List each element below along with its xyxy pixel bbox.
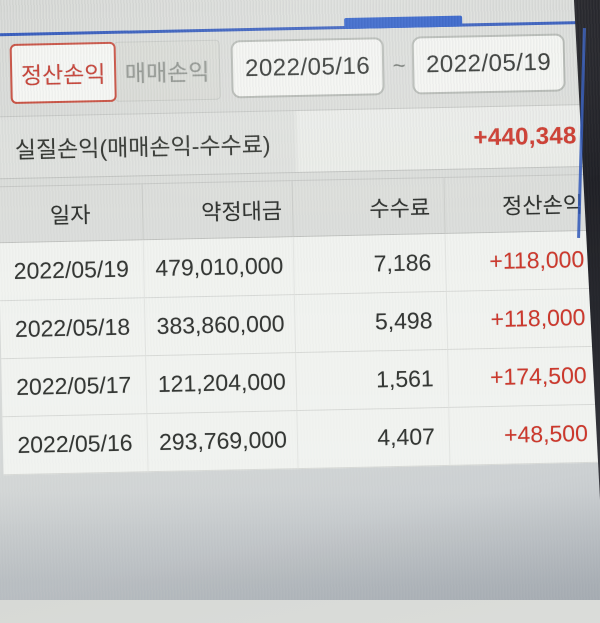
cell-fee: 5,498 <box>294 291 449 353</box>
cell-date: 2022/05/16 <box>2 414 149 475</box>
cell-amount: 121,204,000 <box>146 353 298 414</box>
header-cell-pnl: 정산손익 <box>501 191 584 219</box>
tab-settlement-pnl[interactable]: 정산손익 <box>9 41 117 105</box>
cell-fee: 1,561 <box>296 349 450 411</box>
date-range-separator: ~ <box>392 52 406 79</box>
pnl-table: 일자 약정대금 수수료 정산손익 2022/05/19 479,010,000 … <box>0 173 600 476</box>
filter-row: 정산손익 매매손익 2022/05/16 ~ 2022/05/19 <box>0 32 596 107</box>
cell-date: 2022/05/18 <box>0 298 147 359</box>
cell-pnl: +174,500 <box>489 362 587 391</box>
cell-fee: 4,407 <box>297 407 451 469</box>
header-cell-date: 일자 <box>0 184 144 243</box>
summary-row: 실질손익(매매손익-수수료) +440,348 <box>0 103 598 180</box>
date-from-field[interactable]: 2022/05/16 <box>230 37 385 99</box>
cell-amount: 479,010,000 <box>143 237 295 298</box>
active-tab-indicator <box>344 15 463 30</box>
cell-pnl: +118,000 <box>490 304 586 333</box>
summary-label: 실질손익(매매손익-수수료) <box>14 131 271 163</box>
header-cell-fee: 수수료 <box>292 177 446 237</box>
cell-pnl: +118,000 <box>489 246 585 275</box>
header-cell-amount: 약정대금 <box>142 181 294 240</box>
cell-pnl: +48,500 <box>503 420 589 448</box>
date-to-field[interactable]: 2022/05/19 <box>411 33 566 95</box>
cell-fee: 7,186 <box>293 233 447 295</box>
tab-trading-pnl[interactable]: 매매손익 <box>113 39 221 102</box>
summary-value: +440,348 <box>473 121 577 151</box>
cell-amount: 293,769,000 <box>147 411 299 472</box>
table-row: 2022/05/16 293,769,000 4,407 +48,500 <box>2 404 600 476</box>
cell-amount: 383,860,000 <box>144 295 297 356</box>
cell-date: 2022/05/19 <box>0 240 145 301</box>
cell-date: 2022/05/17 <box>1 356 148 417</box>
